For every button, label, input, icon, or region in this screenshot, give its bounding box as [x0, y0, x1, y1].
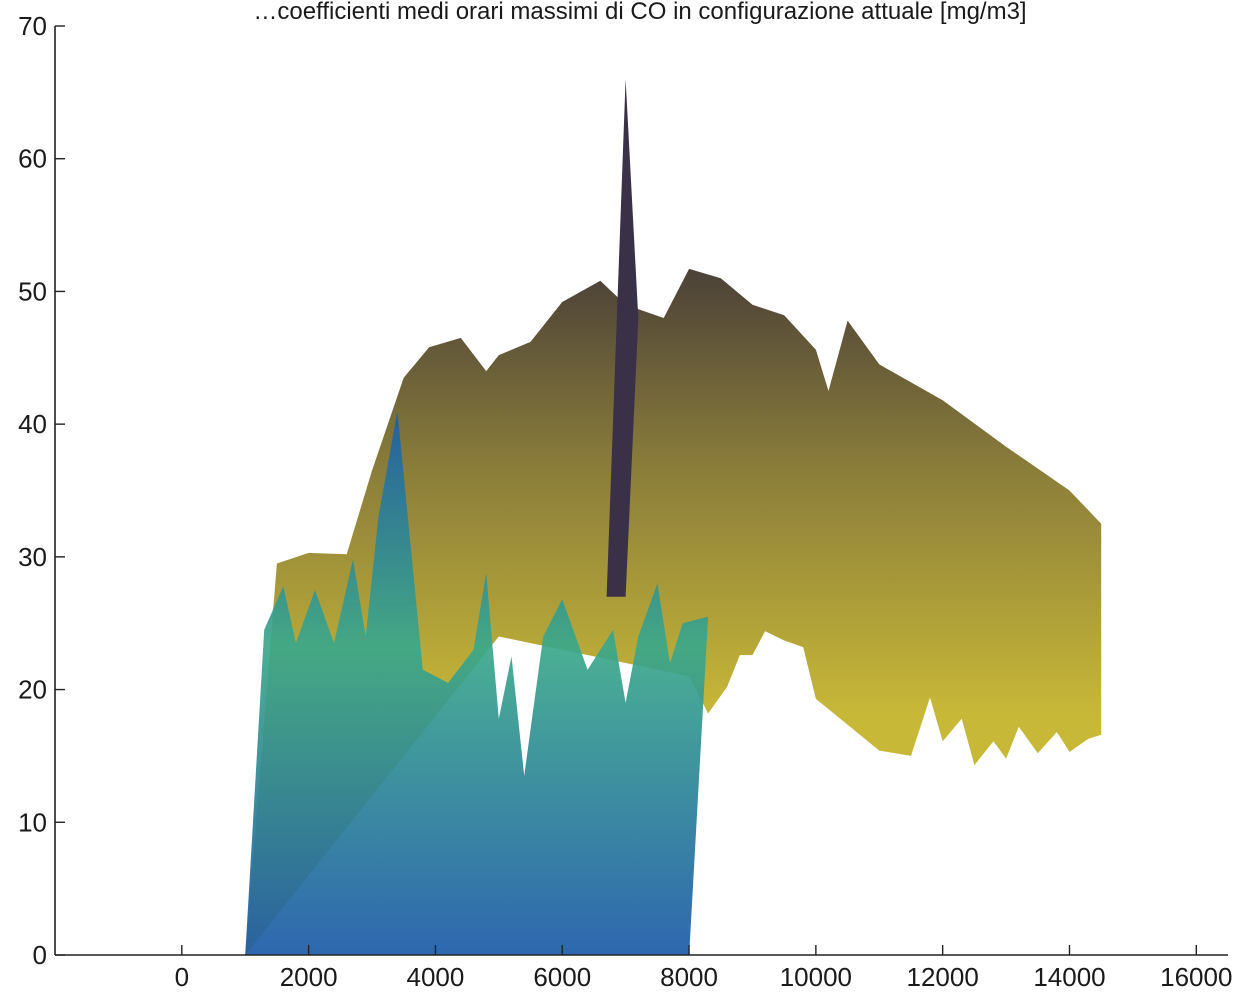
y-tick-label: 60	[18, 144, 47, 174]
y-tick-label: 0	[33, 940, 47, 970]
chart-title: …coefficienti medi orari massimi di CO i…	[253, 0, 1026, 25]
x-tick-label: 14000	[1033, 962, 1105, 992]
x-tick-label: 2000	[280, 962, 338, 992]
surfaces	[245, 79, 1102, 955]
surface-2	[245, 410, 709, 955]
y-tick-label: 40	[18, 409, 47, 439]
y-tick-label: 20	[18, 675, 47, 705]
y-tick-label: 70	[18, 11, 47, 41]
x-tick-label: 8000	[660, 962, 718, 992]
surface-1	[245, 268, 1102, 955]
x-tick-label: 6000	[533, 962, 591, 992]
spike-peak	[606, 79, 639, 597]
x-tick-label: 12000	[907, 962, 979, 992]
x-tick-label: 4000	[407, 962, 465, 992]
x-tick-label: 10000	[780, 962, 852, 992]
y-tick-label: 30	[18, 542, 47, 572]
y-tick-label: 10	[18, 807, 47, 837]
axes: 0 10 20 30 40 50 60 70 0 2000 4000 6000 8000 10000 120…	[18, 11, 1232, 992]
x-tick-label: 0	[175, 962, 189, 992]
x-tick-label: 16000	[1160, 962, 1232, 992]
y-tick-label: 50	[18, 276, 47, 306]
